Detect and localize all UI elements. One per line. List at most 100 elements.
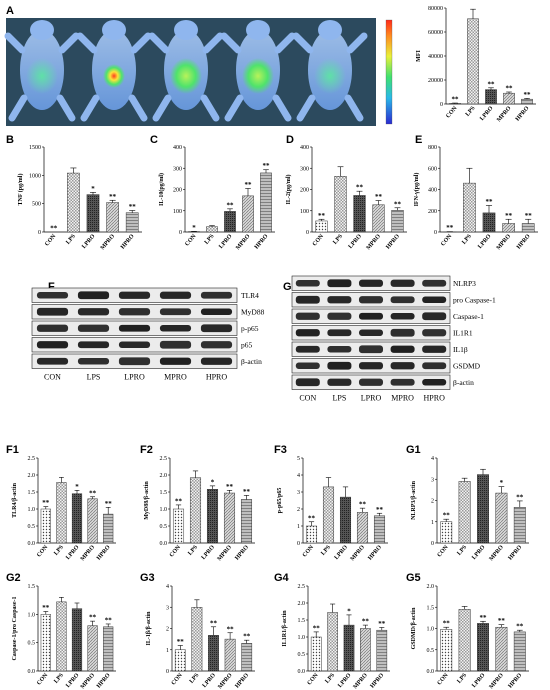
significance-mark: ** [50, 225, 58, 233]
bar [189, 477, 202, 544]
bar [241, 643, 253, 672]
blot-band [390, 279, 415, 287]
chart-il2: D 0 100 200 300 400 IL-2(pg/ml) ** CON LPS ** LPRO *… [285, 134, 407, 251]
significance-mark: ** [227, 625, 235, 633]
y-tick-label: 2.5 [160, 456, 168, 462]
y-tick-label: 1 [431, 520, 434, 526]
significance-mark: ** [524, 91, 532, 99]
band-label: p65 [241, 340, 253, 349]
lane-label: MPRO [164, 373, 187, 382]
band-label: IL1β [453, 345, 468, 354]
blot-band [200, 341, 233, 349]
mouse-limbs [76, 32, 152, 122]
signal-spot [314, 58, 346, 94]
y-axis-label: IL1R1/β-actin [282, 610, 288, 647]
category-label: HPRO [234, 672, 250, 689]
category-label: HPRO [370, 672, 386, 689]
significance-mark: ** [516, 623, 524, 631]
chart-f3: F3 0 1 2 3 4 5 p-p65/p65 ** CON LPS LPRO ** MPRO ** HPR… [274, 444, 388, 562]
lane-label: HPRO [206, 373, 228, 382]
category-label: LPRO [477, 233, 493, 250]
category-label: CON [171, 672, 185, 687]
blot-band [327, 329, 352, 337]
category-label: LPRO [479, 105, 495, 122]
y-tick-label: 60000 [428, 30, 443, 36]
category-label: CON [44, 233, 58, 248]
y-tick-label: 2 [431, 499, 434, 505]
significance-mark: ** [226, 483, 234, 491]
y-tick-label: 1.0 [28, 507, 36, 513]
category-label: LPS [187, 544, 199, 557]
bar [513, 631, 526, 672]
panel-letter-g4: G4 [274, 572, 290, 584]
significance-mark: ** [486, 198, 494, 206]
y-tick-label: 1.0 [427, 627, 435, 633]
lane-label: LPRO [361, 394, 382, 403]
bar [513, 507, 526, 544]
y-tick-label: 800 [428, 145, 437, 151]
category-label: CON [302, 544, 316, 559]
y-tick-label: 0.5 [298, 652, 306, 658]
western-blot-g: NLRP3 pro Caspase-1 Caspase-1 IL1R1 IL1β GSDM… [291, 275, 496, 403]
category-label: MPRO [100, 233, 117, 251]
significance-mark: ** [42, 604, 50, 612]
bar [376, 629, 388, 672]
blot-band [390, 312, 415, 320]
category-label: MPRO [366, 233, 383, 251]
significance-mark: ** [175, 497, 183, 505]
significance-mark: ** [498, 617, 506, 625]
bar [240, 499, 253, 544]
category-label: HPRO [120, 233, 136, 250]
significance-mark: ** [243, 633, 251, 641]
western-blot-f: TLR4 MyD88 p-p65 p65 β-actin CON LPS LPRO MPRO HP… [31, 287, 265, 382]
chart-il10: C 0 100 200 300 400 IL-10(pg/ml) *CON LPS ** LPRO *… [150, 134, 275, 251]
category-label: LPRO [471, 544, 487, 561]
significance-mark: ** [356, 184, 364, 192]
panel-letter-g3: G3 [140, 572, 155, 584]
bar [495, 626, 508, 672]
signal-spot [103, 64, 125, 88]
panel-letter-a: A [6, 5, 14, 17]
y-tick-label: 5 [297, 456, 300, 462]
bar [305, 525, 318, 544]
mouse-5 [292, 20, 368, 122]
signal-spot [170, 58, 202, 94]
category-label: LPS [204, 233, 216, 246]
blot-band [358, 378, 384, 386]
blot-band [422, 312, 447, 321]
y-axis-label: NLRP3/β-actin [411, 480, 417, 519]
category-label: CON [437, 544, 451, 559]
bar [458, 609, 471, 672]
blot-band [327, 279, 352, 288]
blot-band [390, 362, 415, 370]
panel-letter-g1: G1 [406, 444, 421, 456]
significance-mark: * [211, 478, 215, 486]
bar [67, 172, 80, 233]
category-label: LPS [53, 672, 65, 685]
lane-label: CON [299, 394, 316, 403]
bar [103, 513, 114, 544]
category-label: LPS [332, 233, 344, 246]
bar [503, 92, 515, 105]
mouse-2 [76, 20, 152, 122]
panel-letter-g: G [283, 281, 292, 293]
bar [106, 202, 119, 233]
y-tick-label: 2 [166, 627, 169, 633]
category-label: LPRO [218, 233, 234, 250]
significance-mark: ** [375, 193, 383, 201]
y-tick-label: 0.0 [298, 669, 306, 675]
bar [502, 223, 515, 233]
significance-mark: * [347, 607, 351, 615]
significance-mark: ** [177, 638, 185, 646]
y-tick-label: 2.0 [160, 473, 168, 479]
significance-mark: ** [525, 212, 533, 220]
chart-g3: G3 0 1 2 3 4 IL-1β/β-actin ** CON LPS ** LPRO ** MPRO… [140, 572, 255, 690]
category-label: LPS [461, 233, 473, 246]
blot-band [358, 345, 384, 354]
y-axis-label: p-p65/p65 [277, 488, 283, 514]
blot-band [358, 312, 384, 320]
y-axis-label: IL-1β/β-actin [146, 611, 152, 646]
bar [191, 607, 203, 672]
blot-band [358, 296, 384, 304]
